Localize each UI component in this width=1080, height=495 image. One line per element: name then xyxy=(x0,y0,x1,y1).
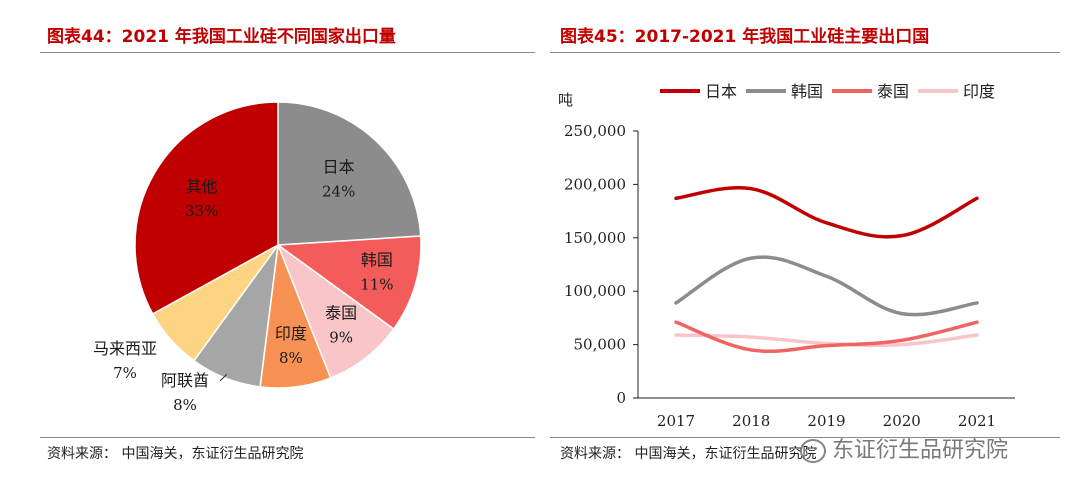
series-line-泰国 xyxy=(674,320,979,354)
pie-label-name: 韩国 xyxy=(361,251,393,270)
x-tick-label: 2018 xyxy=(732,412,770,430)
line-chart-title: 图表45：2017-2021 年我国工业硅主要出口国 xyxy=(560,27,930,47)
pie-chart: 日本 24% 韩国 11%泰国 9% 印度 8% 阿联酋 8% 马来西亚 7% 其他 33% xyxy=(93,101,422,414)
pie-chart-title: 图表44：2021 年我国工业硅不同国家出口量 xyxy=(47,27,396,47)
y-tick-label: 100,000 xyxy=(564,282,626,300)
x-tick-label: 2017 xyxy=(657,412,695,430)
y-tick-label: 150,000 xyxy=(564,229,626,247)
pie-label-name: 其他 xyxy=(186,177,218,196)
pie-label-value: 24% xyxy=(322,182,355,200)
source-divider xyxy=(550,437,1060,438)
leader-line-uae xyxy=(219,373,228,382)
legend-label: 泰国 xyxy=(877,82,909,101)
legend-label: 印度 xyxy=(963,82,995,101)
title-divider xyxy=(40,52,535,53)
y-tick-label: 250,000 xyxy=(564,122,626,140)
pie-label-value: 11% xyxy=(360,276,393,294)
pie-slice-2 xyxy=(276,242,395,379)
series-line-韩国 xyxy=(674,255,979,317)
pie-label-value: 7% xyxy=(113,364,137,382)
wechat-icon xyxy=(800,439,826,463)
x-tick-label: 2019 xyxy=(807,412,845,430)
pie-panel: 图表44：2021 年我国工业硅不同国家出口量 日本 24% 韩国 11% 泰国 9% 印度… xyxy=(0,0,535,495)
source-note: 资料来源： 中国海关，东证衍生品研究院 xyxy=(560,446,817,462)
pie-label-value: 9% xyxy=(329,328,353,346)
title-divider xyxy=(550,52,1060,53)
legend-label: 韩国 xyxy=(791,82,823,101)
pie-slice-1 xyxy=(275,235,422,331)
pie-label-name: 泰国 xyxy=(325,303,357,322)
watermark-text: 东证衍生品研究院 xyxy=(832,438,1009,463)
x-tick-label: 2021 xyxy=(958,412,996,430)
pie-label-value: 33% xyxy=(185,202,218,220)
y-tick-label: 200,000 xyxy=(564,175,626,193)
pie-slice-0 xyxy=(277,101,422,246)
pie-label-name: 阿联酋 xyxy=(161,371,209,390)
x-tick-label: 2020 xyxy=(883,412,921,430)
source-divider xyxy=(40,437,535,438)
y-tick-label: 50,000 xyxy=(574,336,627,354)
y-tick-label: 0 xyxy=(616,389,626,407)
pie-label-name: 印度 xyxy=(275,324,307,343)
source-note: 资料来源： 中国海关，东证衍生品研究院 xyxy=(47,446,304,462)
watermark: 东证衍生品研究院 xyxy=(800,432,1008,464)
y-unit-label: 吨 xyxy=(558,91,573,109)
pie-label-name: 马来西亚 xyxy=(93,339,157,358)
line-panel: 图表45：2017-2021 年我国工业硅主要出口国 0 50,000 100,00… xyxy=(540,0,1080,495)
pie-label-value: 8% xyxy=(173,396,197,414)
pie-label-value: 8% xyxy=(279,349,303,367)
pie-slice-6 xyxy=(134,101,279,315)
series-line-日本 xyxy=(674,186,979,239)
legend-label: 日本 xyxy=(705,82,737,101)
line-chart: 0 50,000 100,000 150,000 200,000 250,000 吨 2017… xyxy=(558,82,1015,430)
pie-label-name: 日本 xyxy=(323,157,355,176)
